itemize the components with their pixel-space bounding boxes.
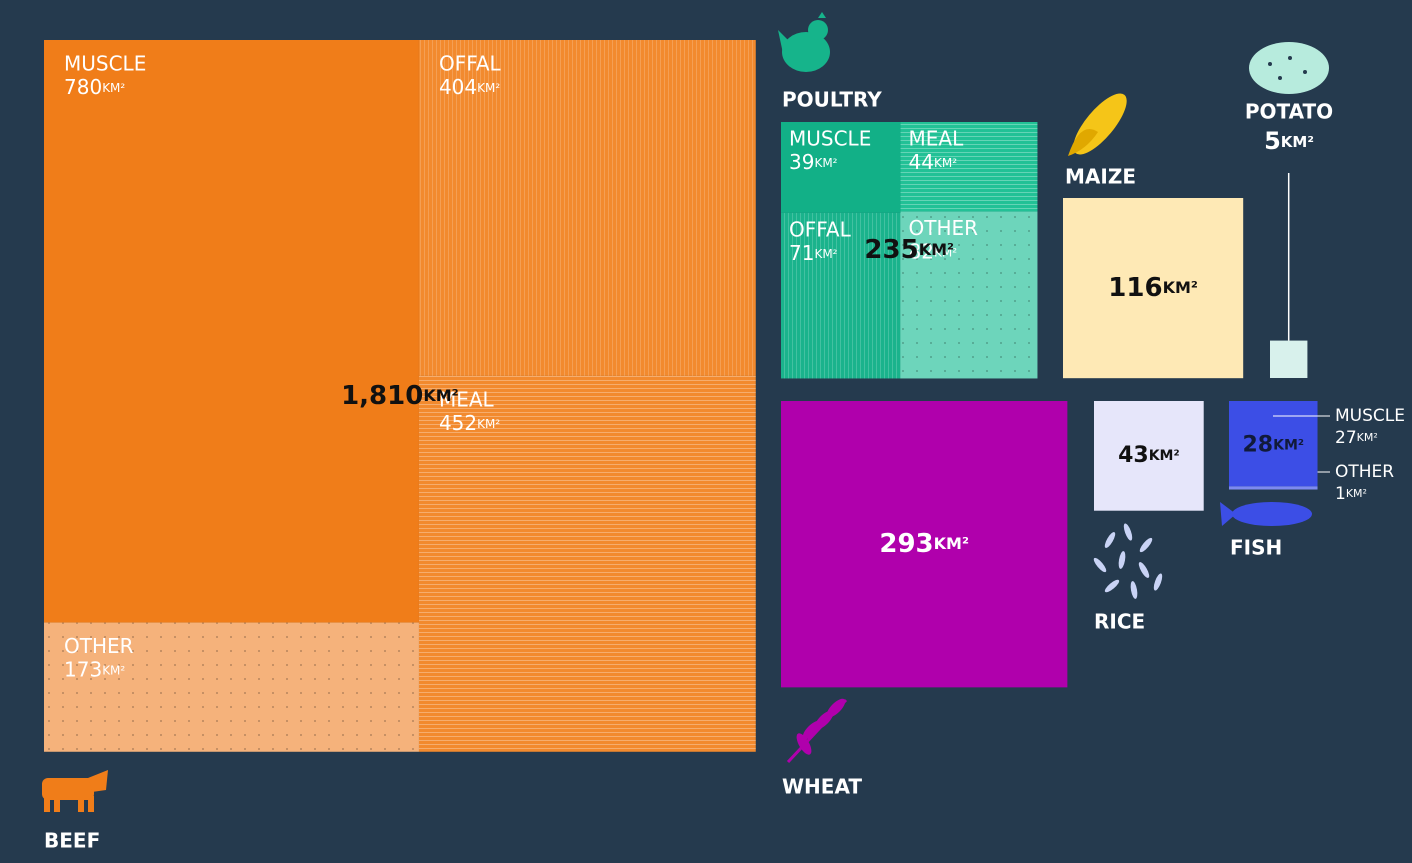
square [781, 401, 1068, 688]
part-pattern [44, 622, 419, 752]
value-label-number: 116 [1108, 273, 1162, 303]
part-value-unit: KM² [934, 156, 957, 170]
item-name: RICE [1094, 610, 1145, 634]
part-name: OFFAL [439, 52, 502, 76]
part-value-unit: KM² [102, 663, 125, 677]
item [1270, 340, 1308, 378]
part-value-unit: KM² [814, 246, 837, 260]
part-value-number: 27 [1335, 428, 1357, 448]
item [1063, 198, 1244, 379]
value-label: 43KM² [1118, 443, 1180, 468]
value-label: 116KM² [1108, 273, 1198, 303]
part-value: 27KM² [1335, 428, 1378, 448]
value-label-unit: KM² [1163, 278, 1198, 297]
item-name: POTATO [1245, 100, 1333, 124]
value-label: 293KM² [879, 529, 969, 559]
part-value-number: 452 [439, 410, 477, 434]
item [1094, 401, 1204, 511]
item-name: MAIZE [1065, 165, 1136, 189]
part-pattern [900, 122, 1038, 212]
part-value-number: 404 [439, 75, 477, 99]
value-label-unit: KM² [423, 385, 458, 404]
part-pattern [418, 375, 756, 752]
part-pattern [900, 211, 1038, 379]
chicken-icon [778, 12, 830, 72]
potato-icon [1249, 42, 1329, 94]
part-pattern [781, 212, 901, 379]
part-value-unit: KM² [814, 156, 837, 170]
value-label-number: 235 [864, 235, 918, 265]
part-name: MEAL [909, 127, 965, 151]
value-label: 1,810KM² [341, 380, 459, 410]
part-value: 39KM² [789, 150, 838, 174]
part-value-number: 39 [789, 150, 814, 174]
square [1094, 401, 1204, 511]
maize-icon [1068, 93, 1127, 156]
part-value-unit: KM² [477, 81, 500, 95]
part-value: 404KM² [439, 75, 500, 99]
part-value-unit: KM² [477, 416, 500, 430]
value-label-number: 5 [1264, 127, 1281, 155]
part-value-number: 780 [64, 75, 102, 99]
wheat-icon [786, 698, 848, 764]
value-label-number: 28 [1242, 432, 1273, 457]
part-value-number: 71 [789, 240, 814, 264]
part-value-number: 44 [909, 150, 934, 174]
square [1063, 198, 1244, 379]
part-value: 82KM² [909, 239, 958, 263]
rice-icon [1093, 523, 1163, 599]
part-value: 780KM² [64, 75, 125, 99]
part-value-unit: KM² [102, 81, 125, 95]
part [1229, 486, 1318, 490]
part-name: MUSCLE [789, 127, 871, 151]
item [781, 401, 1068, 688]
item-name: BEEF [44, 829, 100, 853]
part-value: 452KM² [439, 410, 500, 434]
value-label: 28KM² [1242, 432, 1304, 457]
part-value-number: 82 [909, 239, 934, 263]
part-value-number: 1 [1335, 484, 1346, 504]
item-name: FISH [1230, 536, 1282, 560]
item-name: POULTRY [782, 88, 882, 112]
part [1229, 401, 1318, 487]
value-label-unit: KM² [1149, 448, 1180, 464]
value-label-unit: KM² [1281, 133, 1314, 151]
cow-icon [42, 770, 108, 812]
part-value: 44KM² [909, 150, 958, 174]
part-value-unit: KM² [934, 245, 957, 259]
value-label: 5KM² [1264, 127, 1314, 155]
part-name: MEAL [439, 387, 495, 411]
part-name: MUSCLE [1335, 406, 1405, 426]
value-label-number: 43 [1118, 443, 1149, 468]
fish-icon [1220, 502, 1312, 526]
square [1270, 340, 1308, 378]
value-label-number: 293 [879, 529, 933, 559]
value-label-unit: KM² [934, 534, 969, 553]
part-pattern [418, 40, 756, 376]
part-name: OTHER [64, 634, 134, 658]
item-name: WHEAT [782, 775, 862, 799]
part-name: MUSCLE [64, 52, 146, 76]
part-name: OFFAL [789, 217, 852, 241]
value-label: 235 KM² [864, 235, 954, 265]
value-label-number: 1,810 [341, 380, 423, 410]
part-value-number: 173 [64, 657, 102, 681]
part-value: 71KM² [789, 240, 838, 264]
part [44, 40, 419, 623]
part-value-unit: KM² [1346, 487, 1367, 500]
part-value: 173KM² [64, 657, 125, 681]
part [781, 122, 901, 213]
value-label-unit: KM² [1273, 437, 1304, 453]
part-name: OTHER [1335, 462, 1394, 482]
part-name: OTHER [909, 216, 979, 240]
part-value: 1KM² [1335, 484, 1367, 504]
value-label-unit: KM² [919, 240, 954, 259]
part-value-unit: KM² [1357, 431, 1378, 444]
